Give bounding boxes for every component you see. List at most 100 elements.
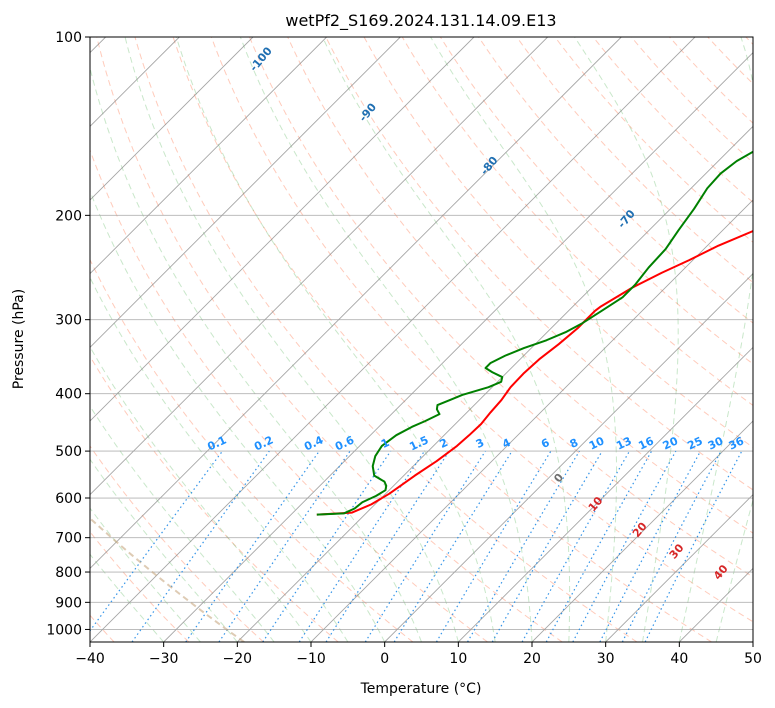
axes: −40 −30 −20 −10 0 10 20 30 40 5010020030040050060… [46, 30, 762, 667]
moist-adiabat-label: 40 [711, 562, 731, 582]
profile-lines [316, 150, 753, 516]
moist-adiabat-line [90, 553, 165, 642]
dry-adiabat-line [439, 37, 753, 365]
mixing-ratio-label: 3 [474, 436, 486, 451]
chart-title: wetPf2_S169.2024.131.14.09.E13 [285, 11, 556, 31]
x-tick-label: −40 [75, 651, 105, 667]
y-tick-label: 500 [55, 444, 82, 460]
dry-adiabat-line [707, 37, 753, 85]
moist-adiabat-line [90, 458, 238, 642]
y-tick-label: 100 [55, 30, 82, 46]
moist-adiabat-line [574, 37, 679, 642]
isotherm-line [237, 125, 753, 642]
dry-adiabat-label: -70 [615, 207, 638, 231]
mixing-ratio-line [599, 450, 702, 642]
moist-adiabat-line [90, 189, 386, 642]
mixing-ratio-label: 0.6 [333, 433, 356, 453]
mixing-ratio-label: 16 [636, 434, 656, 452]
dry-adiabat-line [134, 37, 638, 642]
x-tick-label: −20 [223, 651, 253, 667]
isotherm-line [90, 37, 696, 642]
reference-curve [90, 516, 245, 642]
x-tick-label: 40 [670, 651, 688, 667]
moist-adiabat-label: 20 [630, 520, 650, 540]
x-axis-title: Temperature (°C) [360, 681, 482, 697]
mixing-ratio-label: 4 [500, 436, 513, 451]
moist-adiabat-line [90, 507, 201, 642]
moist-adiabat-line [90, 276, 349, 642]
mixing-ratio-label: 30 [706, 434, 726, 452]
isotherm-line [752, 641, 753, 642]
mixing-ratio-line [262, 450, 392, 642]
moist-adiabat-label: 30 [667, 541, 687, 561]
mixing-ratio-line [325, 450, 450, 642]
moist-adiabat-line [90, 66, 422, 642]
mixing-ratio-label: 20 [661, 434, 681, 452]
dry-adiabat-line [745, 37, 753, 46]
x-tick-label: 30 [597, 651, 615, 667]
y-tick-label: 1000 [46, 622, 82, 638]
x-tick-label: 10 [449, 651, 467, 667]
y-tick-label: 700 [55, 531, 82, 547]
dry-adiabat-label: -80 [478, 154, 501, 178]
moist-adiabat-line [322, 37, 571, 642]
plot-frame [89, 36, 754, 643]
mixing-ratio-line [364, 450, 486, 642]
mixing-ratio-line [393, 450, 513, 642]
isotherm-line [90, 37, 401, 348]
moist-adiabat-line [90, 345, 312, 642]
moist-adiabat-label: 0 [551, 471, 566, 485]
moist-adiabat-line [239, 37, 533, 642]
mixing-ratio-line [644, 450, 743, 642]
moist-adiabat-line [430, 37, 618, 642]
moist-adiabat-line [175, 37, 496, 642]
x-tick-label: −30 [149, 651, 179, 667]
y-tick-label: 200 [55, 208, 82, 224]
dewpoint-line [316, 150, 753, 516]
dry-adiabat-line [90, 148, 488, 642]
mixing-ratio-line [90, 450, 223, 632]
dry-adiabat-line [90, 531, 190, 642]
mixing-ratio-line [572, 450, 677, 642]
dry-adiabat-line [325, 37, 753, 491]
dry-adiabat-line [96, 37, 563, 642]
mixing-ratio-line [298, 450, 425, 642]
isotherm-line [605, 494, 753, 642]
dry-adiabat-label: -90 [356, 100, 379, 124]
x-tick-label: 0 [380, 651, 389, 667]
mixing-ratio-label: 13 [614, 434, 633, 452]
mixing-ratio-label: 10 [587, 434, 607, 452]
mixing-ratio-line [218, 450, 351, 642]
dry-adiabat-label: -100 [247, 44, 275, 74]
dry-adiabat-line [478, 37, 753, 324]
mixing-ratio-line [435, 450, 552, 642]
isotherm-line [90, 37, 622, 569]
dry-adiabat-line [249, 37, 753, 578]
isotherm-line [384, 273, 753, 642]
mixing-ratio-line [466, 450, 580, 642]
dry-adiabat-line [210, 37, 753, 623]
line-labels: 0.1 0.2 0.4 0.6 1 1.5 2 3 4 6 8 10 13 16 20 25 30 36-100-… [205, 44, 746, 582]
y-tick-label: 800 [55, 565, 82, 581]
mixing-ratio-label: 0.1 [205, 433, 228, 453]
y-tick-label: 600 [55, 491, 82, 507]
isotherm-line [310, 199, 753, 642]
x-tick-label: −10 [296, 651, 326, 667]
dry-adiabat-line [90, 258, 414, 642]
isotherm-line [531, 420, 753, 642]
mixing-ratio-label: 1.5 [407, 433, 430, 453]
mixing-ratio-line [131, 450, 270, 642]
mixing-ratio-label: 0.4 [302, 433, 325, 453]
dry-adiabat-line [287, 37, 753, 534]
x-tick-label: 20 [523, 651, 541, 667]
mixing-ratio-label: 25 [685, 434, 704, 452]
isotherm-line [90, 37, 254, 201]
y-tick-label: 900 [55, 595, 82, 611]
isotherm-line [90, 37, 475, 422]
isotherm-line [90, 37, 548, 496]
background-lines [90, 37, 753, 642]
isotherm-line [90, 37, 327, 275]
isotherm-line [458, 346, 753, 642]
dry-adiabat-line [90, 355, 339, 642]
